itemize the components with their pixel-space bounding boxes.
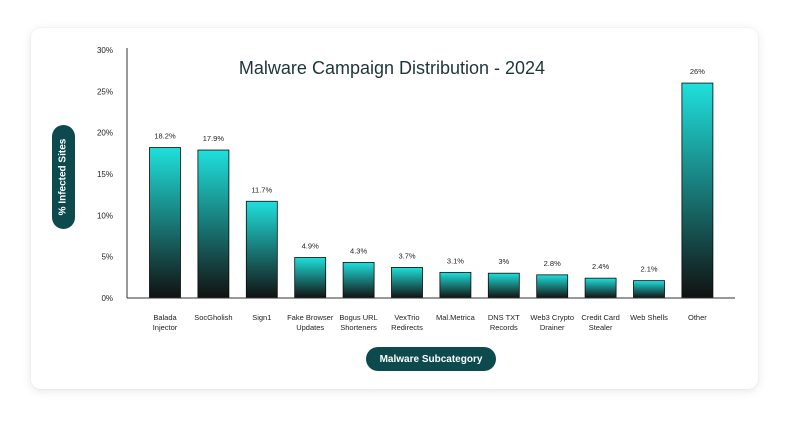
y-tick-label: 25% bbox=[97, 87, 113, 96]
x-tick-label: Sign1 bbox=[252, 313, 271, 322]
y-axis-label-pill bbox=[52, 125, 75, 229]
bar-value-label: 3.7% bbox=[398, 251, 415, 260]
x-axis: Balada Injector SocGholish Sign1 Fake Browse… bbox=[127, 297, 735, 332]
x-tick-label: Credit Card Stealer bbox=[581, 313, 619, 332]
bar-value-label: 17.9% bbox=[203, 134, 225, 143]
x-tick-label: Fake Browser Updates bbox=[287, 313, 334, 332]
x-tick-label: Mal.Metrica bbox=[436, 313, 476, 322]
x-tick-label: Other bbox=[688, 313, 707, 322]
bar bbox=[681, 82, 714, 299]
x-tick-label: Bogus URL Shorteners bbox=[339, 313, 377, 332]
y-tick-label: 20% bbox=[97, 129, 113, 138]
bar-value-label: 18.2% bbox=[154, 132, 176, 141]
bar-value-label: 2.1% bbox=[640, 265, 657, 274]
bar-value-label: 4.3% bbox=[350, 246, 367, 255]
bar-value-label: 2.4% bbox=[592, 262, 609, 271]
bar bbox=[245, 200, 278, 299]
x-tick-label: SocGholish bbox=[194, 313, 232, 322]
bar-value-label: 2.8% bbox=[544, 259, 561, 268]
y-tick-label: 5% bbox=[101, 253, 113, 262]
x-tick-label: VexTrio Redirects bbox=[391, 313, 423, 332]
bar-value-label: 11.7% bbox=[251, 185, 272, 194]
bar bbox=[439, 271, 472, 299]
bar-value-label: 4.9% bbox=[302, 241, 319, 250]
bar bbox=[584, 277, 617, 299]
bar bbox=[149, 147, 181, 299]
bars bbox=[149, 82, 714, 299]
x-tick-label: Web3 Crypto Drainer bbox=[530, 313, 574, 332]
y-tick-label: 30% bbox=[97, 46, 113, 55]
chart-title: Malware Campaign Distribution - 2024 bbox=[238, 58, 546, 78]
y-axis: 0% 5% 10% 15% 20% 25% 30% bbox=[97, 46, 128, 303]
bar-value-label: 3.1% bbox=[447, 256, 464, 265]
x-tick-label: Balada Injector bbox=[153, 313, 178, 332]
y-axis-label: % Infected Sites bbox=[57, 138, 69, 216]
value-labels: 18.2% 17.9% 11.7% 4.9% 4.3% 3.7% 3.1% 3% 2.8% 2.4… bbox=[154, 67, 705, 274]
bar-value-label: 3% bbox=[498, 257, 509, 266]
x-axis-label: Malware Subcategory bbox=[379, 353, 483, 365]
y-tick-label: 15% bbox=[97, 170, 113, 179]
bar bbox=[536, 274, 569, 299]
bar bbox=[633, 280, 665, 299]
bar-value-label: 26% bbox=[690, 67, 705, 76]
bar bbox=[294, 257, 327, 299]
bar bbox=[197, 149, 230, 299]
x-tick-label: Web Shells bbox=[630, 313, 668, 322]
x-axis-label-pill: Malware Subcategory bbox=[366, 347, 496, 371]
bar bbox=[342, 262, 375, 299]
x-tick-label: DNS TXT Records bbox=[488, 313, 520, 332]
y-tick-label: 0% bbox=[101, 294, 113, 303]
bar bbox=[487, 272, 520, 299]
bar bbox=[391, 267, 423, 299]
y-tick-label: 10% bbox=[97, 211, 113, 220]
